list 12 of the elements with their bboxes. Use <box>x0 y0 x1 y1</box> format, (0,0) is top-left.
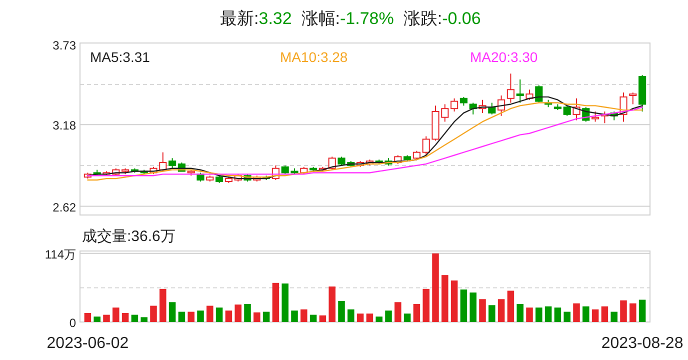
x-tick-label: 2023-06-02 <box>46 335 129 352</box>
text: MA20:3.30 <box>470 49 538 65</box>
y-tick-label: 3.18 <box>52 118 76 133</box>
text: MA10:3.28 <box>280 49 348 65</box>
y-tick-label: 3.73 <box>52 38 76 52</box>
y-tick-label: 114万 <box>44 247 76 262</box>
text: MA5:3.31 <box>90 49 150 65</box>
y-tick-label: 0 <box>69 316 76 330</box>
x-tick-label: 2023-08-28 <box>601 335 684 352</box>
chart-title: 最新:3.32 涨幅:-1.78% 涨跌:-0.06 <box>220 9 481 28</box>
chart-title: 成交量:36.6万 <box>82 228 176 245</box>
y-tick-label: 2.62 <box>52 200 76 214</box>
